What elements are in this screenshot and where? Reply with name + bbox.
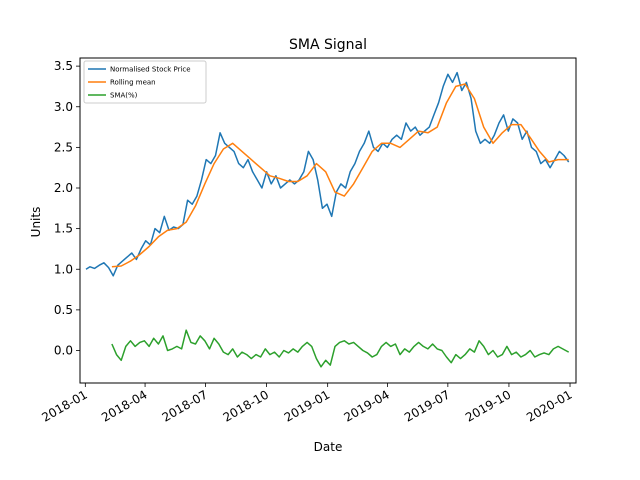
- legend: Normalised Stock Price Rolling mean SMA(…: [83, 60, 207, 104]
- legend-label-price: Normalised Stock Price: [110, 66, 191, 74]
- y-tick-label: 3.5: [54, 59, 73, 73]
- y-tick-label: 1.5: [54, 222, 73, 236]
- series-line-sma: [111, 329, 570, 368]
- series-layer: [85, 71, 570, 368]
- y-tick-label: 0.0: [54, 344, 73, 358]
- y-tick-label: 3.0: [54, 100, 73, 114]
- legend-label-rolling-mean: Rolling mean: [110, 79, 156, 87]
- y-tick-label: 2.0: [54, 181, 73, 195]
- y-tick-label: 0.5: [54, 303, 73, 317]
- series-line-normalised-stock-price: [85, 71, 570, 277]
- y-tick-label: 1.0: [54, 262, 73, 276]
- chart-title: SMA Signal: [289, 37, 367, 53]
- y-tick-label: 2.5: [54, 140, 73, 154]
- y-axis: 0.0 0.5 1.0 1.5 2.0 2.5 3.0 3.5: [54, 59, 80, 358]
- y-axis-title: Units: [29, 207, 43, 238]
- legend-label-sma: SMA(%): [110, 92, 138, 100]
- series-line-rolling-mean: [111, 83, 569, 268]
- legend-box: [83, 60, 207, 104]
- x-axis-title: Date: [314, 440, 343, 454]
